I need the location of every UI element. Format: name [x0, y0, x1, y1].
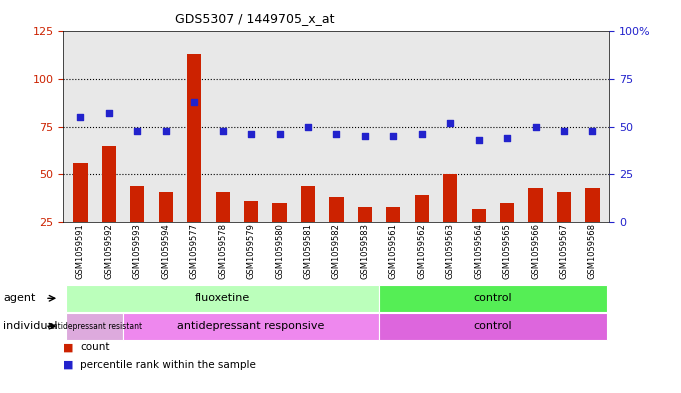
Text: ■: ■: [63, 360, 74, 370]
Point: [302, 123, 313, 130]
Point: [473, 137, 484, 143]
Point: [416, 131, 427, 138]
Point: [160, 127, 171, 134]
Bar: [358, 207, 372, 222]
Text: control: control: [473, 293, 512, 303]
Bar: [301, 186, 315, 222]
Text: agent: agent: [3, 293, 36, 303]
Text: individual: individual: [3, 321, 58, 331]
Bar: [471, 209, 486, 222]
Point: [246, 131, 257, 138]
Text: GDS5307 / 1449705_x_at: GDS5307 / 1449705_x_at: [175, 12, 334, 25]
Bar: [101, 146, 116, 222]
Point: [104, 110, 114, 117]
Point: [331, 131, 342, 138]
Text: count: count: [80, 342, 110, 353]
Text: antidepressant responsive: antidepressant responsive: [177, 321, 325, 331]
Bar: [330, 197, 343, 222]
Text: control: control: [473, 321, 512, 331]
Text: ■: ■: [63, 342, 74, 353]
Point: [132, 127, 143, 134]
Point: [530, 123, 541, 130]
Point: [558, 127, 569, 134]
Point: [445, 120, 456, 126]
Bar: [130, 186, 144, 222]
Point: [502, 135, 513, 141]
Point: [587, 127, 598, 134]
Bar: [528, 188, 543, 222]
Bar: [187, 54, 202, 222]
Bar: [585, 188, 599, 222]
Point: [388, 133, 399, 140]
Text: percentile rank within the sample: percentile rank within the sample: [80, 360, 256, 370]
Bar: [443, 174, 458, 222]
Bar: [415, 195, 429, 222]
Bar: [557, 191, 571, 222]
Point: [189, 99, 200, 105]
Bar: [272, 203, 287, 222]
Point: [360, 133, 370, 140]
Point: [274, 131, 285, 138]
Point: [75, 114, 86, 120]
Text: fluoxetine: fluoxetine: [195, 293, 250, 303]
Bar: [74, 163, 88, 222]
Bar: [159, 191, 173, 222]
Bar: [500, 203, 514, 222]
Point: [217, 127, 228, 134]
Bar: [215, 191, 229, 222]
Text: antidepressant resistant: antidepressant resistant: [48, 322, 142, 331]
Bar: [244, 201, 258, 222]
Bar: [386, 207, 400, 222]
